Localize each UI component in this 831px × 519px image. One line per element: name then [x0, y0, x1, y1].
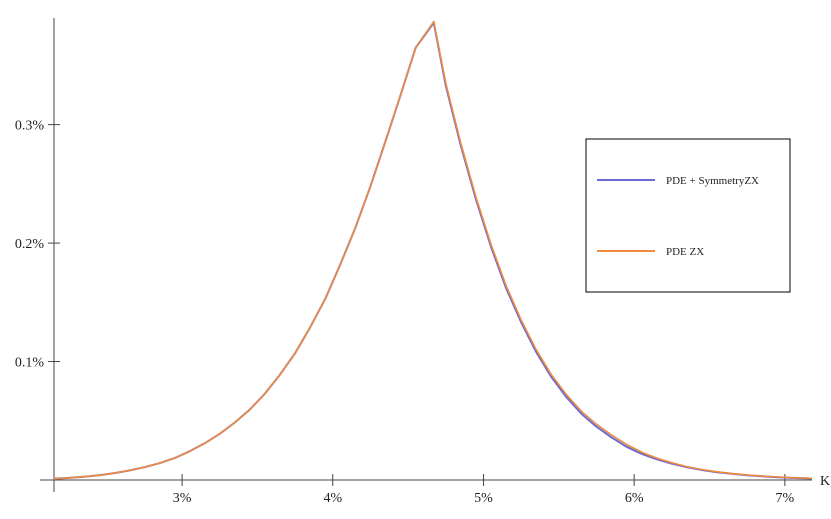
x-axis-label: K: [820, 474, 830, 489]
legend: PDE + SymmetryZX PDE ZX: [585, 138, 791, 293]
legend-box: [585, 138, 791, 293]
x-ticks: 3% 4% 5% 6% 7%: [173, 474, 795, 506]
legend-label-pde-symmetryzx: PDE + SymmetryZX: [666, 175, 759, 187]
x-tick-label: 4%: [323, 491, 342, 506]
axes: [40, 18, 812, 492]
y-tick-label: 0.2%: [15, 237, 45, 252]
series-line-pde-zx: [53, 20, 813, 480]
x-tick-label: 3%: [173, 491, 192, 506]
y-tick-label: 0.3%: [15, 119, 45, 134]
series-group: [53, 20, 813, 480]
y-ticks: 0.1% 0.2% 0.3%: [15, 119, 60, 371]
x-tick-label: 7%: [776, 491, 795, 506]
legend-label-pde-zx: PDE ZX: [666, 246, 704, 258]
x-tick-label: 5%: [474, 491, 493, 506]
x-tick-label: 6%: [625, 491, 644, 506]
y-tick-label: 0.1%: [15, 356, 45, 371]
